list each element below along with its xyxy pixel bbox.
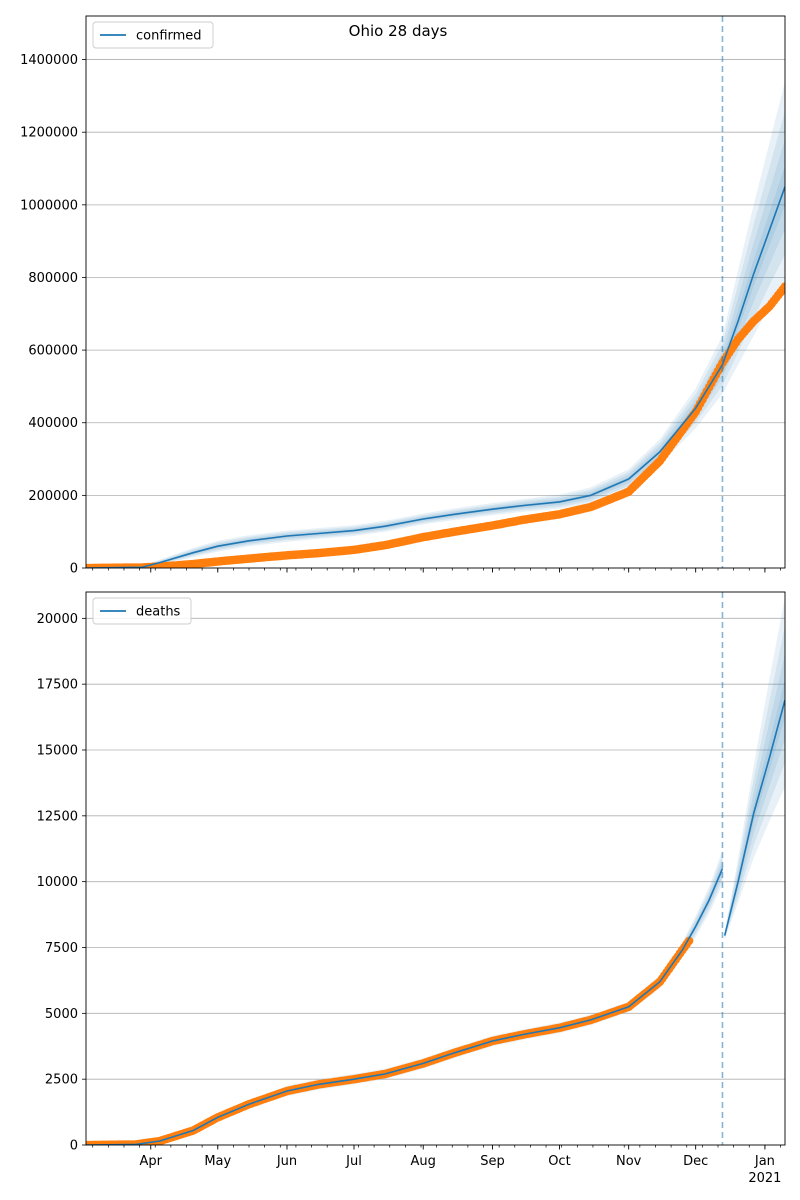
- y-tick-label: 20000: [37, 612, 78, 627]
- y-tick-label: 0: [70, 562, 78, 577]
- y-tick-label: 400000: [28, 416, 78, 431]
- x-tick-label: Dec: [683, 1154, 708, 1169]
- legend-box: [92, 21, 214, 49]
- y-tick-label: 5000: [45, 1007, 78, 1022]
- uncertainty-band: [724, 653, 785, 938]
- y-tick-label: 15000: [37, 744, 78, 759]
- plot-area: [86, 597, 785, 1145]
- uncertainty-band: [724, 597, 785, 940]
- x-tick-label: Apr: [140, 1154, 163, 1169]
- x-tick-label: Oct: [548, 1154, 570, 1169]
- y-tick-label: 600000: [28, 344, 78, 359]
- y-tick-label: 0: [70, 1139, 78, 1154]
- uncertainty-band: [86, 855, 723, 1145]
- x-tick-label: Jun: [276, 1154, 297, 1169]
- y-tick-label: 2500: [45, 1073, 78, 1088]
- y-tick-label: 1200000: [20, 126, 78, 141]
- y-tick-label: 10000: [37, 875, 78, 890]
- y-tick-label: 1000000: [20, 198, 78, 213]
- plot-area: [86, 81, 785, 568]
- figure-title: Ohio 28 days: [349, 22, 448, 40]
- model-line: [723, 699, 785, 936]
- x-tick-label: Sep: [480, 1154, 505, 1169]
- uncertainty-band: [86, 139, 785, 568]
- legend: confirmed: [92, 21, 214, 49]
- y-tick-label: 7500: [45, 941, 78, 956]
- y-tick-label: 200000: [28, 489, 78, 504]
- model-line: [86, 186, 785, 568]
- y-tick-label: 800000: [28, 271, 78, 286]
- uncertainty-band: [724, 626, 785, 939]
- x-tick-label: Jul: [345, 1154, 362, 1169]
- x-tick-label: Jan: [754, 1154, 775, 1169]
- x-tick-label: Aug: [411, 1154, 436, 1169]
- model-line: [86, 868, 724, 1145]
- legend-label: confirmed: [136, 29, 202, 44]
- axes-frame: [85, 591, 786, 1146]
- uncertainty-band: [86, 110, 785, 568]
- legend-label: deaths: [136, 605, 181, 620]
- legend: deaths: [92, 597, 192, 625]
- y-tick-label: 1400000: [20, 53, 78, 68]
- x-tick-label: Nov: [616, 1154, 642, 1169]
- y-tick-label: 12500: [37, 809, 78, 824]
- uncertainty-band: [86, 850, 723, 1145]
- y-tick-label: 17500: [37, 678, 78, 693]
- confirmed-panel: 0 200000 400000 600000 800000 1000000 1200000 1…: [20, 15, 786, 577]
- legend-box: [92, 597, 192, 625]
- x-tick-label: May: [204, 1154, 231, 1169]
- axes-frame: [85, 15, 786, 569]
- x-year-label: 2021: [748, 1171, 781, 1186]
- uncertainty-band: [86, 165, 785, 568]
- deaths-panel: 0 2500 5000 7500 10000 12500 15000 17500 20000 Ap…: [37, 591, 786, 1186]
- observed-point: [780, 282, 785, 291]
